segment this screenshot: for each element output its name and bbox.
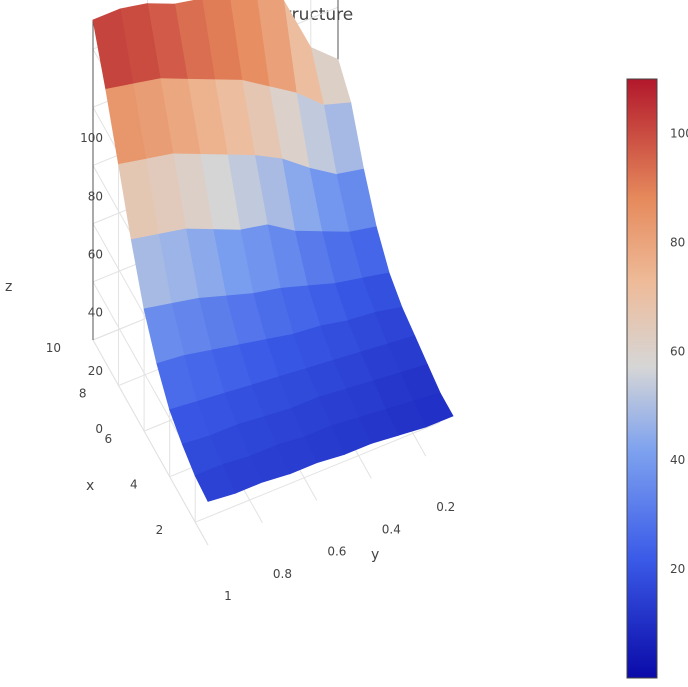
surface-patch	[194, 464, 236, 502]
z-tick-label: 20	[88, 364, 103, 378]
y-tick-label: 0.8	[273, 567, 292, 581]
colorbar-tick-label: 40	[670, 453, 685, 467]
colorbar-ticks: 20 40 60 80 100	[670, 126, 688, 576]
y-tick-label: 0.6	[327, 545, 346, 559]
x-tick-label: 6	[104, 432, 112, 446]
z-tick-label: 80	[88, 189, 103, 203]
y-axis-label: y	[371, 547, 379, 563]
y-tick-label: 0.4	[382, 522, 401, 536]
z-tick-label: 60	[88, 247, 103, 261]
x-axis-label: x	[86, 478, 94, 494]
y-grid-line	[92, 339, 209, 546]
colorbar-tick-label: 60	[670, 344, 685, 358]
z-tick-label: 100	[80, 131, 103, 145]
z-axis-label: z	[5, 279, 12, 295]
x-tick-label: 10	[46, 341, 61, 355]
x-tick-label: 2	[156, 523, 164, 537]
x-tick-label: 8	[79, 387, 87, 401]
x-tick-label: 4	[130, 478, 138, 492]
surface-plot	[92, 0, 454, 502]
y-tick-label: 1	[224, 589, 232, 603]
axis-ticks: 0 20 40 60 80 100 2 4 6 8 10 0.2 0.4 0.6 0.8 1	[46, 131, 456, 603]
colorbar-tick-label: 80	[670, 235, 685, 249]
z-tick-label: 40	[88, 306, 103, 320]
colorbar-tick-label: 100	[670, 126, 688, 140]
colorbar	[626, 78, 658, 679]
colorbar-tick-label: 20	[670, 562, 685, 576]
y-tick-label: 0.2	[436, 500, 455, 514]
x-grid-line	[195, 421, 441, 523]
z-tick-label: 0	[95, 422, 103, 436]
